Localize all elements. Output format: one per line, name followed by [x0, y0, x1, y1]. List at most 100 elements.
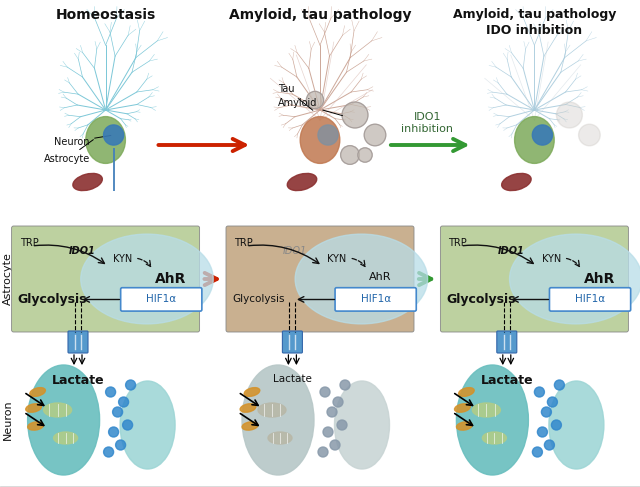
Ellipse shape	[335, 381, 390, 469]
Circle shape	[113, 407, 123, 417]
Text: IDO1
inhibition: IDO1 inhibition	[401, 112, 453, 134]
Circle shape	[125, 380, 136, 390]
Circle shape	[104, 447, 114, 457]
Text: Glycolysis: Glycolysis	[232, 295, 285, 304]
Text: IDO1: IDO1	[283, 246, 307, 256]
Ellipse shape	[44, 403, 72, 417]
Circle shape	[579, 124, 600, 146]
Circle shape	[340, 380, 350, 390]
Text: Glycolysis: Glycolysis	[18, 293, 87, 306]
Ellipse shape	[472, 403, 500, 417]
Text: Amyloid, tau pathology: Amyloid, tau pathology	[228, 8, 412, 22]
Ellipse shape	[502, 173, 531, 190]
FancyBboxPatch shape	[68, 331, 88, 353]
FancyBboxPatch shape	[497, 331, 517, 353]
Circle shape	[532, 447, 543, 457]
Text: KYN: KYN	[113, 254, 132, 264]
Circle shape	[116, 440, 125, 450]
Circle shape	[318, 447, 328, 457]
Ellipse shape	[300, 116, 340, 164]
Ellipse shape	[509, 234, 640, 324]
Circle shape	[358, 148, 372, 162]
Circle shape	[118, 397, 129, 407]
FancyBboxPatch shape	[282, 331, 302, 353]
Text: Homeostasis: Homeostasis	[56, 8, 156, 22]
Text: KYN: KYN	[328, 254, 347, 264]
Ellipse shape	[28, 422, 44, 430]
Ellipse shape	[81, 234, 213, 324]
Circle shape	[330, 440, 340, 450]
Circle shape	[106, 387, 116, 397]
Ellipse shape	[73, 173, 102, 190]
Circle shape	[123, 420, 132, 430]
Text: KYN: KYN	[541, 254, 561, 264]
Text: Astrocyte: Astrocyte	[44, 140, 93, 164]
Ellipse shape	[28, 365, 100, 475]
Circle shape	[104, 125, 124, 145]
Text: IDO1: IDO1	[498, 246, 524, 256]
Text: Tau: Tau	[278, 84, 313, 110]
Text: TRP: TRP	[20, 238, 38, 248]
Circle shape	[554, 380, 564, 390]
Ellipse shape	[456, 365, 529, 475]
Circle shape	[545, 440, 554, 450]
Circle shape	[320, 387, 330, 397]
Circle shape	[109, 427, 118, 437]
Ellipse shape	[242, 365, 314, 475]
Ellipse shape	[287, 173, 317, 190]
Ellipse shape	[120, 381, 175, 469]
Text: HIF1α: HIF1α	[146, 295, 177, 304]
Circle shape	[342, 102, 368, 128]
Ellipse shape	[295, 234, 428, 324]
Text: HIF1α: HIF1α	[360, 295, 391, 304]
Ellipse shape	[54, 432, 77, 444]
Ellipse shape	[483, 432, 506, 444]
Ellipse shape	[268, 432, 292, 444]
Circle shape	[333, 397, 343, 407]
Circle shape	[538, 427, 547, 437]
Ellipse shape	[456, 422, 472, 430]
Ellipse shape	[454, 404, 470, 412]
Ellipse shape	[258, 403, 286, 417]
Ellipse shape	[26, 404, 42, 412]
Text: Amyloid: Amyloid	[278, 98, 342, 115]
Text: Lactate: Lactate	[481, 374, 533, 387]
Text: AhR: AhR	[155, 272, 186, 286]
Text: Lactate: Lactate	[273, 374, 312, 384]
Ellipse shape	[240, 404, 256, 412]
Circle shape	[307, 92, 324, 109]
Text: Neuron: Neuron	[3, 400, 13, 440]
Ellipse shape	[242, 422, 258, 430]
Text: TRP: TRP	[449, 238, 467, 248]
Ellipse shape	[244, 388, 260, 396]
Text: Amyloid, tau pathology
IDO inhibition: Amyloid, tau pathology IDO inhibition	[452, 8, 616, 37]
Circle shape	[532, 125, 552, 145]
Text: HIF1α: HIF1α	[575, 295, 605, 304]
Circle shape	[318, 125, 338, 145]
Circle shape	[364, 124, 386, 146]
Text: AhR: AhR	[369, 272, 392, 282]
FancyBboxPatch shape	[121, 288, 202, 311]
Text: Lactate: Lactate	[52, 374, 104, 387]
Ellipse shape	[30, 388, 45, 396]
FancyBboxPatch shape	[440, 226, 628, 332]
Ellipse shape	[515, 116, 554, 164]
Text: AhR: AhR	[584, 272, 615, 286]
Circle shape	[534, 387, 545, 397]
Ellipse shape	[86, 116, 125, 164]
FancyBboxPatch shape	[335, 288, 416, 311]
Circle shape	[337, 420, 347, 430]
Circle shape	[556, 102, 582, 128]
Circle shape	[323, 427, 333, 437]
FancyBboxPatch shape	[550, 288, 630, 311]
FancyBboxPatch shape	[226, 226, 414, 332]
Text: Astrocyte: Astrocyte	[3, 253, 13, 305]
Ellipse shape	[549, 381, 604, 469]
Text: Glycolysis: Glycolysis	[447, 293, 516, 306]
Ellipse shape	[459, 388, 474, 396]
FancyBboxPatch shape	[12, 226, 200, 332]
Text: TRP: TRP	[234, 238, 253, 248]
Text: IDO1: IDO1	[69, 246, 95, 256]
Circle shape	[327, 407, 337, 417]
Circle shape	[340, 146, 360, 164]
